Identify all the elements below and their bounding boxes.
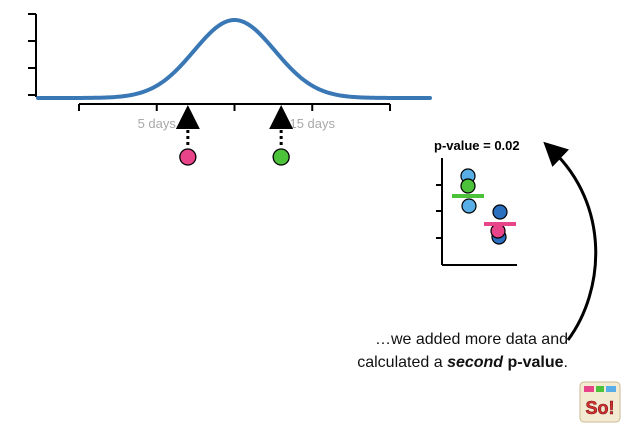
- caption: …we added more data and calculated a sec…: [268, 328, 568, 374]
- caption-line-2: calculated a second p-value.: [268, 351, 568, 374]
- x-tick-label: 15 days: [289, 116, 335, 131]
- curved-arrow: [543, 141, 598, 341]
- normal-curve: [36, 18, 432, 100]
- group-a-point: [461, 198, 477, 214]
- caption-bold: p-value: [507, 354, 564, 371]
- caption-line-1: …we added more data and: [374, 331, 568, 348]
- caption-emphasis: second: [447, 354, 504, 371]
- sample-points: [175, 105, 294, 166]
- caption-line-2-prefix: calculated a: [357, 354, 448, 371]
- p-value-label: p-value = 0.02: [434, 138, 520, 153]
- caption-suffix: .: [563, 354, 568, 371]
- group-a: [452, 168, 484, 214]
- pink-sample-point: [179, 148, 197, 166]
- x-ticks: 5 days 15 days: [78, 104, 391, 131]
- group-a-point: [460, 178, 476, 194]
- group-b: [484, 204, 516, 245]
- x-tick-label: 5 days: [138, 116, 177, 131]
- distribution-panel: 5 days 15 days: [28, 13, 432, 166]
- statquest-logo-icon: So!: [579, 381, 621, 423]
- green-sample-point: [272, 148, 290, 166]
- group-b-point: [490, 223, 506, 239]
- group-b-point: [492, 204, 508, 220]
- logo-text: So!: [586, 398, 615, 418]
- comparison-panel: p-value = 0.02: [434, 138, 520, 266]
